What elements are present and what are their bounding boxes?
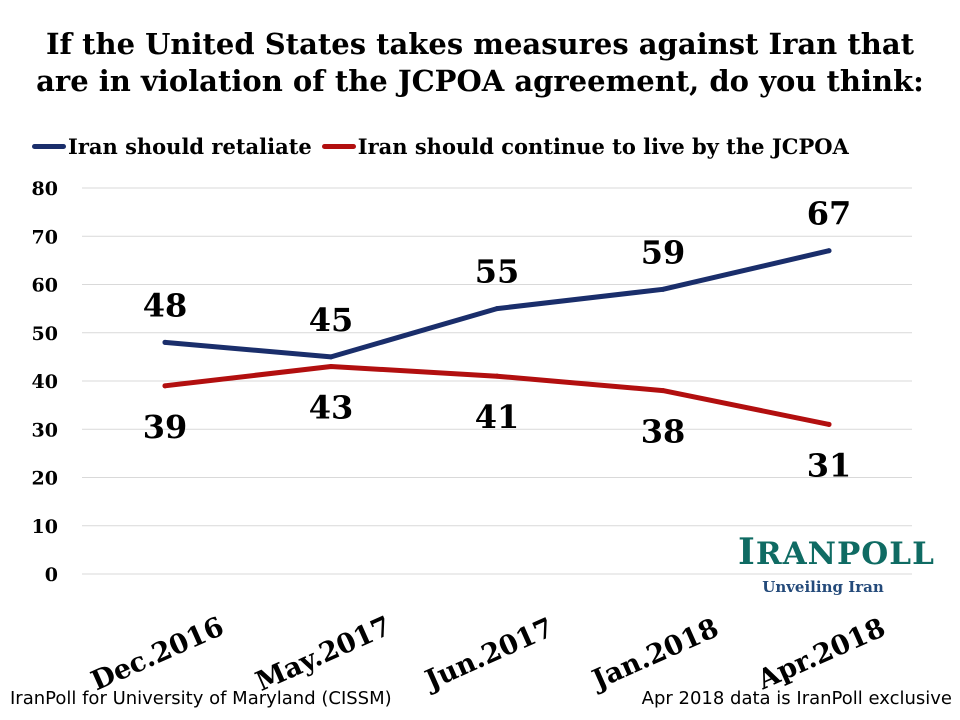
data-label-0-2: 55	[475, 253, 520, 291]
data-point-0-1	[328, 354, 334, 360]
data-point-1-3	[660, 388, 666, 394]
data-point-0-4	[826, 248, 832, 254]
data-point-0-0	[162, 339, 168, 345]
legend-label-jcpoa: Iran should continue to live by the JCPO…	[357, 133, 849, 159]
data-label-1-4: 31	[807, 446, 852, 484]
legend-label-retaliate: Iran should retaliate	[68, 133, 312, 159]
data-label-1-2: 41	[475, 398, 520, 436]
data-label-1-3: 38	[641, 413, 686, 451]
footer-note: Apr 2018 data is IranPoll exclusive	[641, 688, 952, 709]
x-tick-label-2: Jun.2017	[419, 612, 558, 697]
data-label-1-1: 43	[309, 389, 354, 427]
y-tick-label-30: 30	[32, 419, 58, 441]
x-tick-label-3: Jan.2018	[586, 613, 723, 697]
y-tick-label-10: 10	[32, 516, 58, 538]
data-point-0-2	[494, 306, 500, 312]
chart-title-line-1: If the United States takes measures agai…	[45, 27, 915, 61]
legend-item-retaliate: Iran should retaliate	[32, 134, 312, 159]
data-point-1-4	[826, 421, 832, 427]
chart-title-line-2: are in violation of the JCPOA agreement,…	[36, 64, 924, 98]
data-label-0-3: 59	[641, 233, 686, 271]
data-label-0-1: 45	[309, 301, 354, 339]
y-tick-label-0: 0	[45, 564, 58, 586]
logo-name: IRANPOLL	[738, 531, 935, 573]
y-tick-label-50: 50	[32, 323, 58, 345]
data-point-1-1	[328, 364, 334, 370]
y-tick-label-20: 20	[32, 468, 58, 490]
y-tick-label-60: 60	[32, 275, 58, 297]
data-point-1-2	[494, 373, 500, 379]
legend-swatch-retaliate	[32, 143, 66, 149]
y-tick-label-80: 80	[32, 178, 58, 200]
data-label-0-4: 67	[807, 195, 852, 233]
iranpoll-logo: IRANPOLL Unveiling Iran	[738, 531, 935, 596]
data-label-0-0: 48	[143, 286, 188, 324]
data-label-1-0: 39	[143, 408, 188, 446]
x-tick-label-4: Apr.2018	[752, 612, 890, 696]
x-tick-label-0: Dec.2016	[87, 611, 229, 697]
data-point-1-0	[162, 383, 168, 389]
legend-swatch-jcpoa	[321, 143, 356, 149]
y-tick-label-70: 70	[32, 226, 58, 248]
footer-source: IranPoll for University of Maryland (CIS…	[10, 688, 392, 709]
logo-tagline: Unveiling Iran	[762, 578, 884, 596]
chart-title: If the United States takes measures agai…	[0, 26, 960, 100]
y-tick-label-40: 40	[32, 371, 58, 393]
legend-item-jcpoa: Iran should continue to live by the JCPO…	[321, 133, 849, 159]
x-tick-label-1: May.2017	[251, 611, 396, 698]
data-point-0-3	[660, 286, 666, 292]
chart-legend: Iran should retaliate Iran should contin…	[32, 132, 859, 160]
